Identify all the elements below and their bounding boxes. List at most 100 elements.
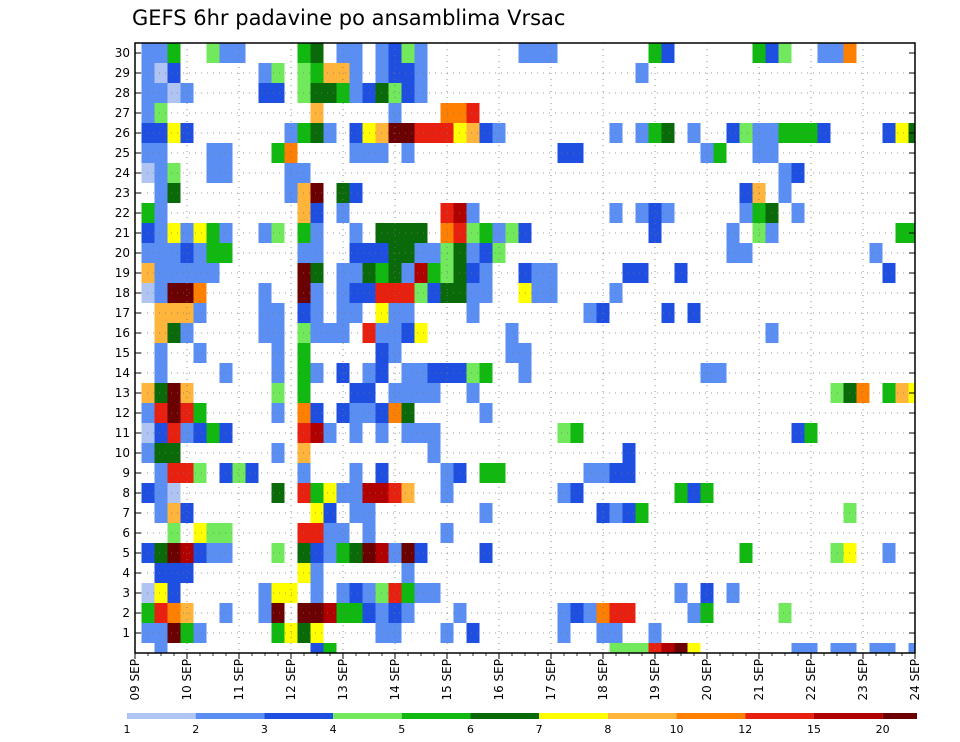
heatmap-cell [310, 523, 324, 543]
heatmap-cell [336, 43, 350, 63]
heatmap-cell [180, 563, 194, 583]
y-tick-label: 10 [115, 446, 130, 460]
heatmap-cell [648, 643, 662, 653]
heatmap-cell [193, 423, 207, 443]
heatmap-cell [154, 623, 168, 643]
heatmap-cell [154, 123, 168, 143]
heatmap-cell [154, 63, 168, 83]
heatmap-cell [349, 263, 363, 283]
heatmap-cell [414, 243, 428, 263]
heatmap-cell [258, 63, 272, 83]
heatmap-cell [622, 263, 636, 283]
heatmap-cell [778, 163, 792, 183]
heatmap-cell [193, 283, 207, 303]
heatmap-cell [336, 283, 350, 303]
heatmap-cell [882, 123, 896, 143]
y-tick-label: 22 [115, 206, 130, 220]
heatmap-cell [154, 383, 168, 403]
heatmap-cell [310, 583, 324, 603]
heatmap-cell [557, 423, 571, 443]
y-tick-label: 16 [115, 326, 130, 340]
heatmap-cell [193, 243, 207, 263]
heatmap-cell [648, 203, 662, 223]
heatmap-cell [167, 283, 181, 303]
heatmap-cell [570, 603, 584, 623]
heatmap-cell [401, 283, 415, 303]
heatmap-cell [219, 43, 233, 63]
heatmap-cell [310, 103, 324, 123]
heatmap-cell [895, 123, 909, 143]
colorbar-swatch [470, 713, 540, 719]
heatmap-cell [609, 643, 623, 653]
heatmap-cell [167, 483, 181, 503]
heatmap-cell [349, 183, 363, 203]
heatmap-cell [271, 483, 285, 503]
heatmap-cell [271, 403, 285, 423]
heatmap-cell [895, 383, 909, 403]
heatmap-cell [791, 643, 805, 653]
heatmap-cell [167, 63, 181, 83]
heatmap-cell [310, 283, 324, 303]
heatmap-cell [622, 463, 636, 483]
y-tick-label: 3 [122, 586, 130, 600]
heatmap-cell [401, 543, 415, 563]
x-tick-label: 09 SEP [128, 659, 142, 701]
heatmap-cell [193, 543, 207, 563]
heatmap-cell [427, 443, 441, 463]
x-tick-label: 18 SEP [596, 659, 610, 701]
heatmap-cell [154, 163, 168, 183]
colorbar-label: 1 [124, 723, 131, 736]
colorbar-swatch [127, 713, 196, 719]
heatmap-cell [336, 83, 350, 103]
colorbar-label: 7 [536, 723, 543, 736]
heatmap-cell [154, 403, 168, 423]
heatmap-cell [180, 83, 194, 103]
heatmap-cell [648, 43, 662, 63]
y-tick-label: 8 [122, 486, 130, 500]
heatmap-cell [167, 83, 181, 103]
heatmap-cell [544, 43, 558, 63]
heatmap-cell [401, 43, 415, 63]
heatmap-cell [167, 443, 181, 463]
heatmap-cell [180, 403, 194, 423]
heatmap-cell [167, 603, 181, 623]
y-tick-label: 5 [122, 546, 130, 560]
heatmap-cell [414, 383, 428, 403]
heatmap-cell [258, 83, 272, 103]
heatmap-cell [895, 223, 909, 243]
heatmap-cell [635, 643, 649, 653]
heatmap-cell [349, 303, 363, 323]
heatmap-cell [167, 323, 181, 343]
heatmap-cell [466, 363, 480, 383]
heatmap-cell [648, 223, 662, 243]
heatmap-cell [310, 83, 324, 103]
y-tick-label: 17 [115, 306, 130, 320]
heatmap-cell [167, 503, 181, 523]
heatmap-cell [622, 643, 636, 653]
heatmap-cell [349, 143, 363, 163]
heatmap-cell [167, 463, 181, 483]
heatmap-cell [167, 243, 181, 263]
heatmap-cell [492, 223, 506, 243]
heatmap-cell [674, 643, 688, 653]
heatmap-cell [271, 83, 285, 103]
x-tick-label: 19 SEP [648, 659, 662, 701]
heatmap-cell [167, 163, 181, 183]
heatmap-cell [466, 283, 480, 303]
y-tick-label: 4 [122, 566, 130, 580]
heatmap-cell [557, 603, 571, 623]
heatmap-cell [258, 303, 272, 323]
heatmap-cell [310, 323, 324, 343]
heatmap-cell [570, 483, 584, 503]
heatmap-cell [622, 603, 636, 623]
colorbar-swatch [882, 713, 917, 719]
heatmap-cell [635, 123, 649, 143]
heatmap-cell [271, 223, 285, 243]
heatmap-cell [401, 83, 415, 103]
heatmap-cell [349, 383, 363, 403]
heatmap-cell [336, 583, 350, 603]
heatmap-cell [791, 123, 805, 143]
heatmap-cell [167, 583, 181, 603]
heatmap-cell [154, 103, 168, 123]
heatmap-cell [310, 223, 324, 243]
